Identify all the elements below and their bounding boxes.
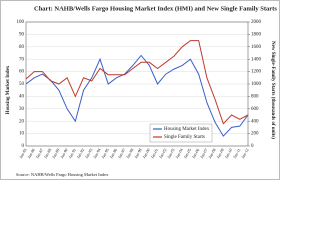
y-tick-label: 60 xyxy=(19,70,25,75)
x-tick-label: Jan-06 xyxy=(191,147,201,159)
x-tick-label: Jan-12 xyxy=(240,147,250,159)
y-axis-title: Housing Market Index xyxy=(6,65,11,114)
y2-tick-label: 2000 xyxy=(251,20,262,25)
chart-title: Chart: NAHB/Wells Fargo Housing Market I… xyxy=(34,5,277,12)
y2-tick-label: 200 xyxy=(251,132,259,137)
y-tick-label: 10 xyxy=(19,132,25,137)
y2-tick-label: 1200 xyxy=(251,70,262,75)
y2-tick-label: 1600 xyxy=(251,45,262,50)
legend-label: Housing Market Index xyxy=(164,127,210,132)
x-tick-label: Jan-95 xyxy=(100,147,110,159)
x-tick-label: Jan-99 xyxy=(133,147,143,159)
data-line xyxy=(25,54,249,137)
x-tick-label: Jan-98 xyxy=(125,147,135,159)
y2-axis-title: New Single-Family Starts (thousands of u… xyxy=(270,41,275,139)
y-tick-label: 70 xyxy=(19,57,25,62)
data-line xyxy=(25,40,249,125)
x-tick-label: Jan-00 xyxy=(141,147,151,159)
x-tick-label: Jan-11 xyxy=(232,147,242,159)
y2-tick-label: 1800 xyxy=(251,33,262,38)
y-tick-label: 40 xyxy=(19,95,25,100)
y2-tick-label: 1000 xyxy=(251,82,262,87)
y-tick-label: 90 xyxy=(19,33,25,38)
y-tick-label: 20 xyxy=(19,119,25,124)
x-tick-label: Jan-93 xyxy=(84,147,94,159)
y2-tick-label: 600 xyxy=(251,107,259,112)
y2-tick-label: 400 xyxy=(251,119,259,124)
x-tick-label: Jan-09 xyxy=(215,147,225,159)
x-tick-label: Jan-90 xyxy=(59,147,69,159)
x-tick-label: Jan-02 xyxy=(158,147,168,159)
frame xyxy=(0,0,280,180)
y-tick-label: 0 xyxy=(22,144,25,149)
y2-tick-label: 800 xyxy=(251,95,259,100)
x-tick-label: Jan-96 xyxy=(108,147,118,159)
y2-tick-label: 1400 xyxy=(251,57,262,62)
x-tick-label: Jan-88 xyxy=(43,147,53,159)
x-tick-label: Jan-86 xyxy=(26,147,36,159)
x-tick-label: Jan-04 xyxy=(174,147,184,159)
x-tick-label: Jan-01 xyxy=(150,147,160,159)
legend-box xyxy=(149,123,213,143)
x-tick-label: Jan-07 xyxy=(199,147,209,159)
x-tick-label: Jan-91 xyxy=(67,147,77,159)
x-tick-label: Jan-08 xyxy=(207,147,217,159)
x-tick-label: Jan-97 xyxy=(117,147,127,159)
y-tick-label: 30 xyxy=(19,107,25,112)
x-tick-label: Jan-05 xyxy=(182,147,192,159)
x-tick-label: Jan-92 xyxy=(76,147,86,159)
y-tick-label: 100 xyxy=(17,20,25,25)
x-tick-label: Jan-85 xyxy=(18,147,28,159)
x-tick-label: Jan-94 xyxy=(92,147,102,159)
x-tick-label: Jan-03 xyxy=(166,147,176,159)
x-tick-label: Jan-89 xyxy=(51,147,61,159)
y-tick-label: 80 xyxy=(19,45,25,50)
x-tick-label: Jan-87 xyxy=(34,147,44,159)
source: Source: NAHB/Wells Fargo Housing Market … xyxy=(16,172,109,177)
x-tick-label: Jan-10 xyxy=(224,147,234,159)
legend-label: Single Family Starts xyxy=(164,135,205,140)
y-tick-label: 50 xyxy=(19,82,25,87)
chart: Chart: NAHB/Wells Fargo Housing Market I… xyxy=(0,0,280,180)
y2-tick-label: 0 xyxy=(251,144,254,149)
